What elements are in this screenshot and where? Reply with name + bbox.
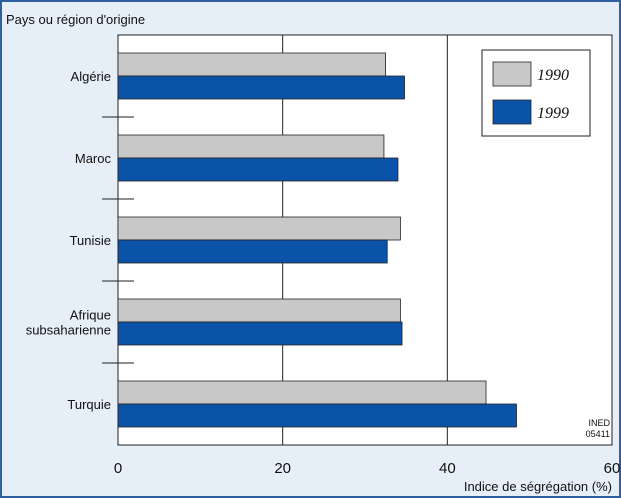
legend-swatch-1999 (492, 99, 532, 125)
bar-1990-2 (117, 216, 401, 241)
legend-label-1999: 1999 (537, 105, 569, 122)
y-axis-title: Pays ou région d'origine (6, 12, 145, 27)
bar-1990-0 (117, 52, 386, 77)
bar-1999-0 (117, 75, 405, 100)
x-axis-title: Indice de ségrégation (%) (464, 479, 612, 494)
bar-1999-1 (117, 157, 399, 182)
category-label-1-0: Maroc (75, 151, 112, 166)
bar-1999-4 (117, 403, 517, 428)
x-tick-label-0: 0 (114, 460, 122, 477)
bar-1999-2 (117, 239, 388, 264)
bars-group (117, 52, 517, 428)
legend-label-1990: 1990 (537, 67, 569, 84)
source-note-line-2: 05411 (586, 429, 610, 439)
bar-1990-3 (117, 298, 401, 323)
category-label-4-0: Turquie (67, 397, 111, 412)
source-note-line-1: INED (588, 418, 610, 428)
category-label-0-0: Algérie (71, 69, 111, 84)
bar-1999-3 (117, 321, 403, 346)
bar-1990-4 (117, 380, 487, 405)
x-tick-label-40: 40 (439, 460, 456, 477)
legend-swatch-1990 (492, 61, 532, 87)
x-tick-label-60: 60 (604, 460, 621, 477)
bar-1990-1 (117, 134, 385, 159)
axes-group: 0 20 40 60 Algérie Maroc Tunisie Afriquesubsaha… (26, 69, 621, 477)
category-label-2-0: Tunisie (70, 233, 111, 248)
source-note: INED 05411 (586, 418, 611, 439)
category-label-3-0: Afrique (70, 308, 111, 323)
legend: 1990 1999 (481, 49, 591, 137)
x-tick-label-20: 20 (274, 460, 291, 477)
category-label-3-1: subsaharienne (26, 323, 111, 338)
